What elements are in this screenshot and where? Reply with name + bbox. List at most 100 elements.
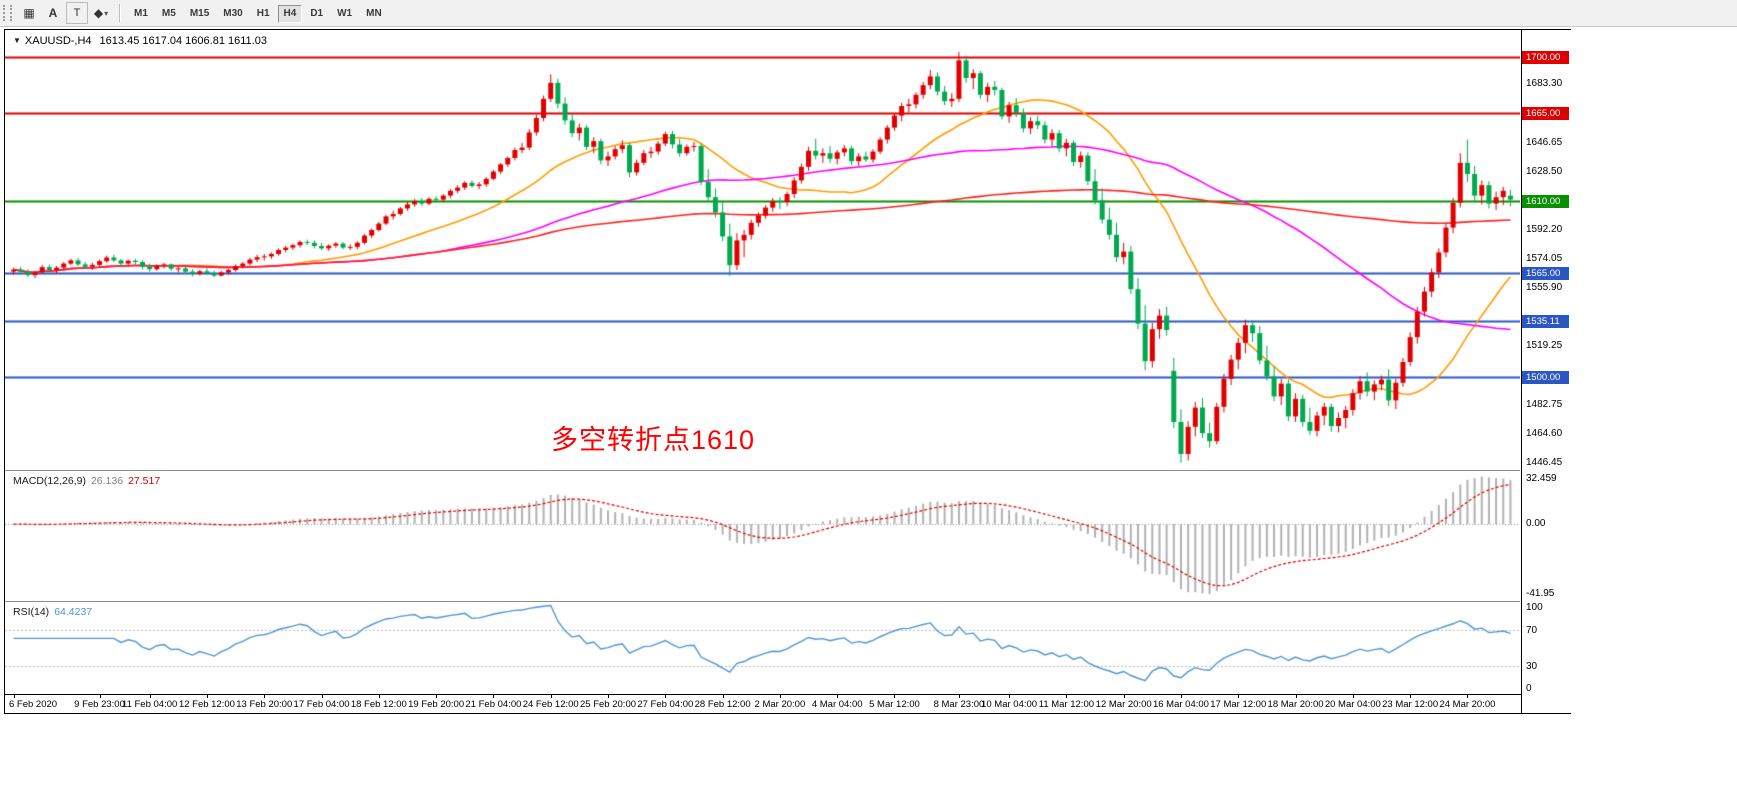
time-axis-label: 24 Feb 12:00 [522,699,579,710]
text-tool-button[interactable]: A [48,6,58,20]
price-tick-label: 1446.45 [1526,456,1563,468]
timeframe-button-m30[interactable]: M30 [223,8,243,19]
time-tick [378,695,380,698]
time-axis-label: 27 Feb 04:00 [637,699,694,710]
time-tick [206,695,208,698]
label-tool-button[interactable]: T [66,2,88,24]
level-price-label: 1500.00 [1522,370,1569,384]
price-tick-label: 1482.75 [1526,398,1563,410]
macd-axis-label: 32.459 [1526,473,1557,484]
time-tick [722,695,724,698]
price-tick-label: 1555.90 [1526,281,1563,293]
timeframe-button-m1[interactable]: M1 [134,8,148,19]
time-axis-label: 11 Feb 04:00 [122,699,178,710]
price-tick-label: 1574.05 [1526,252,1563,264]
time-tick [149,695,151,698]
time-axis-label: 19 Feb 20:00 [408,699,465,710]
chevron-down-icon: ▾ [104,8,109,18]
macd-signal-value: 27.517 [128,475,161,487]
macd-axis-label: -41.95 [1526,588,1555,599]
timeframe-button-mn[interactable]: MN [366,8,382,19]
pattern-tool-button[interactable]: ▦ [23,6,35,20]
time-axis-label: 18 Mar 20:00 [1267,699,1324,710]
time-tick [958,695,960,698]
shapes-dropdown-button[interactable]: ◆ ▾ [90,2,112,24]
time-axis-label: 13 Feb 20:00 [236,699,293,710]
time-tick [99,695,101,698]
time-axis-label: 5 Mar 12:00 [869,699,920,710]
time-axis-label: 12 Mar 20:00 [1095,699,1152,710]
timeframe-button-d1[interactable]: D1 [310,8,324,19]
time-tick [264,695,266,698]
macd-name: MACD(12,26,9) [13,475,86,487]
time-tick [1467,695,1469,698]
time-tick [1066,695,1068,698]
rsi-axis-label: 0 [1526,683,1532,694]
chart-window: ▼ XAUUSD-,H4 1613.45 1617.04 1606.81 1611.… [4,29,1571,714]
chart-menu-icon[interactable]: ▼ [13,36,21,45]
timeframe-toolbar: M1 M5 M15 M30 H1 H4 D1 W1 MN [127,3,389,23]
time-tick [608,695,610,698]
price-scale: 1683.30 1646.65 1628.50 1592.20 1574.05 1555.… [1521,30,1571,713]
macd-indicator-label: MACD(12,26,9) 26.136 27.517 [13,475,160,487]
time-axis: 6 Feb 2020 9 Feb 23:00 11 Feb 04:00 12 Feb … [5,695,1520,713]
rsi-indicator-label: RSI(14) 64.4237 [13,606,92,618]
price-tick-label: 1519.25 [1526,340,1563,352]
time-axis-label: 17 Feb 04:00 [293,699,350,710]
time-axis-label: 24 Mar 20:00 [1439,699,1496,710]
level-price-label: 1665.00 [1522,106,1569,120]
timeframe-button-m15[interactable]: M15 [189,8,210,19]
shapes-icon: ◆ [93,6,104,20]
level-price-label: 1610.00 [1522,194,1569,208]
time-tick [665,695,667,698]
level-price-label: 1535.11 [1522,314,1569,328]
timeframe-button-h4[interactable]: H4 [277,5,303,23]
symbol-label: XAUUSD-,H4 [24,35,92,47]
top-toolbar: ▦ A T ◆ ▾ M1 M5 M15 M30 H1 H4 D1 W1 MN [0,0,1737,27]
toolbar-drag-handle[interactable] [3,5,12,21]
timeframe-button-w1[interactable]: W1 [337,8,353,19]
timeframe-button-m5[interactable]: M5 [161,8,176,19]
time-axis-label: 17 Mar 12:00 [1210,699,1267,710]
rsi-name: RSI(14) [13,606,50,618]
time-axis-label: 9 Feb 23:00 [74,699,125,710]
time-tick [779,695,781,698]
time-axis-label: 21 Feb 04:00 [465,699,522,710]
level-price-label: 1700.00 [1522,50,1569,64]
timeframe-button-h1[interactable]: H1 [256,8,270,19]
time-axis-label: 18 Feb 12:00 [350,699,407,710]
time-tick [1352,695,1354,698]
time-tick [321,695,323,698]
chart-annotation-text: 多空转折点1610 [551,425,756,455]
level-price-label: 1565.00 [1522,266,1569,280]
price-chart-canvas[interactable] [5,30,1520,470]
time-axis-label: 23 Mar 12:00 [1382,699,1439,710]
time-tick [1410,695,1412,698]
time-tick [550,695,552,698]
panel-divider[interactable] [5,470,1520,471]
price-tick-label: 1628.50 [1526,165,1563,177]
time-axis-label: 12 Feb 12:00 [178,699,235,710]
time-tick [894,695,896,698]
panel-divider[interactable] [5,601,1520,602]
macd-main-value: 26.136 [90,475,124,487]
time-axis-divider [5,694,1570,695]
time-tick [493,695,495,698]
symbol-info: ▼ XAUUSD-,H4 1613.45 1617.04 1606.81 1611.… [13,35,267,47]
macd-canvas[interactable] [5,471,1520,601]
price-tick-label: 1683.30 [1526,77,1563,89]
time-axis-label: 10 Mar 04:00 [981,699,1038,710]
time-axis-label: 25 Feb 20:00 [580,699,637,710]
time-tick [1123,695,1125,698]
rsi-value: 64.4237 [54,606,93,618]
rsi-axis-label: 100 [1526,602,1543,613]
ohlc-values: 1613.45 1617.04 1606.81 1611.03 [99,35,267,47]
rsi-axis-label: 30 [1526,661,1538,673]
price-tick-label: 1464.60 [1526,427,1563,439]
time-axis-label: 2 Mar 20:00 [754,699,806,710]
price-tick-label: 1646.65 [1526,136,1563,148]
time-axis-label: 6 Feb 2020 [9,699,58,710]
time-axis-label: 16 Mar 04:00 [1152,699,1209,710]
rsi-canvas[interactable] [5,602,1520,694]
